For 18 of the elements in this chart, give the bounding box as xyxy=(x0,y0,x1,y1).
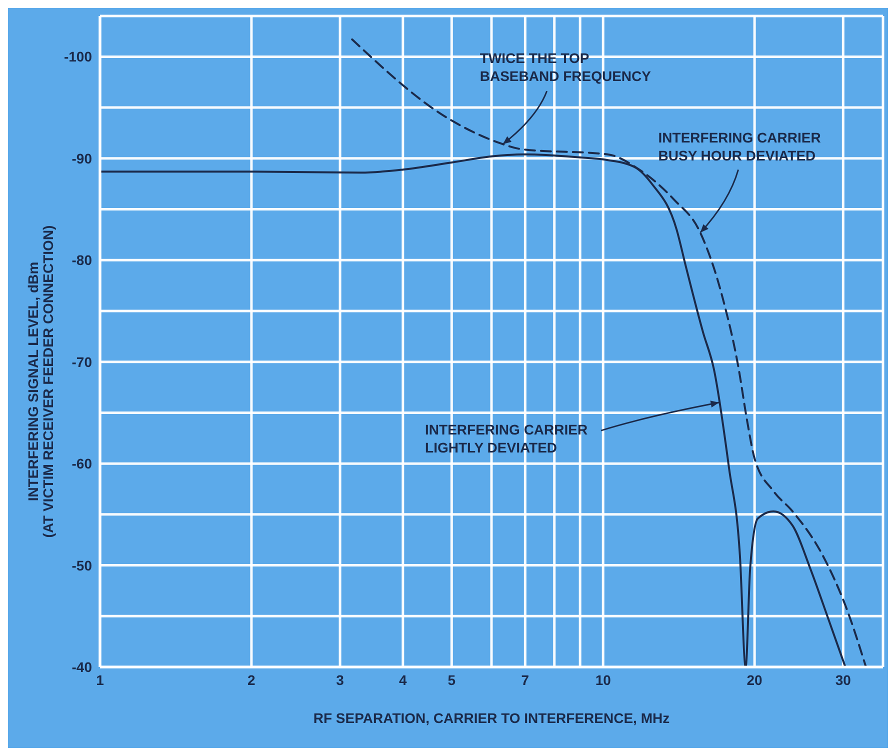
x-axis-title: RF SEPARATION, CARRIER TO INTERFERENCE, MHz xyxy=(313,710,670,726)
x-tick-label: 5 xyxy=(448,672,456,688)
y-tick-label: -80 xyxy=(72,252,92,268)
x-tick-label: 1 xyxy=(96,672,104,688)
x-tick-label: 4 xyxy=(399,672,408,688)
y-tick-label: -50 xyxy=(72,557,92,574)
x-tick-label: 7 xyxy=(521,672,530,688)
y-tick-label: -70 xyxy=(72,354,92,370)
x-tick-label: 2 xyxy=(248,672,256,688)
x-tick-label: 30 xyxy=(835,672,852,688)
x-tick-label: 3 xyxy=(336,672,344,688)
y-axis-title: INTERFERING SIGNAL LEVEL, dBm (AT VICTIM RECEIVER FEEDER CONNECTION) xyxy=(25,225,56,538)
x-tick-label: 20 xyxy=(746,672,763,688)
y-tick-label: -40 xyxy=(72,658,92,675)
x-tick-label: 10 xyxy=(595,672,612,688)
y-tick-label: -100 xyxy=(64,48,92,65)
y-tick-label: -90 xyxy=(72,150,92,166)
y-tick-label: -60 xyxy=(72,456,92,472)
